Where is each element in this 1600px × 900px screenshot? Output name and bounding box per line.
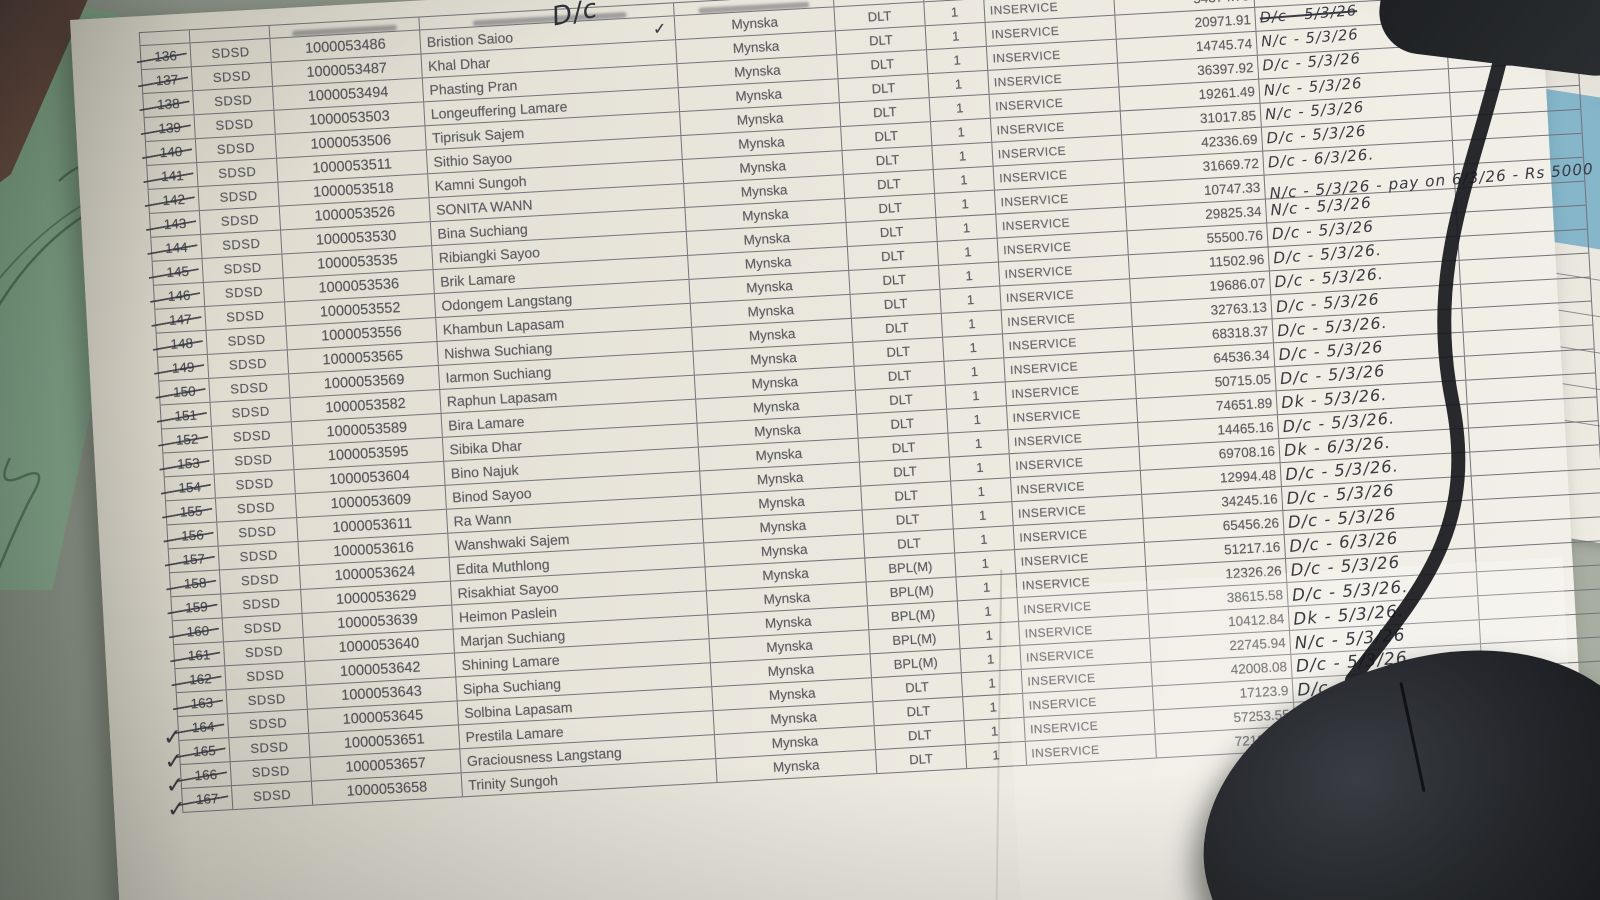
photo-of-ledger-sheet: 136 SDSD 1000053486 Bristion Saioo ✓ Mynska DL…: [0, 0, 1600, 900]
mouse-cable: [1345, 0, 1520, 687]
